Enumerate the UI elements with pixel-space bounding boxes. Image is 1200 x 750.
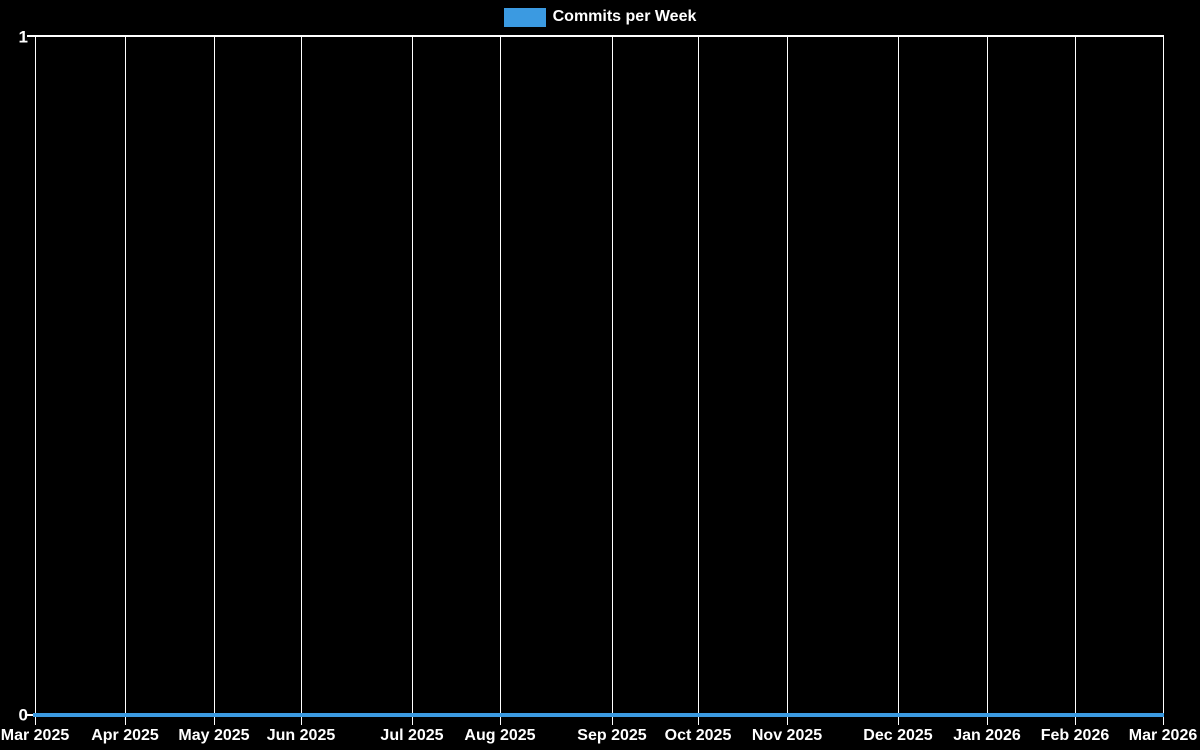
gridline	[214, 36, 215, 725]
x-tick-label: Mar 2026	[1128, 727, 1198, 744]
x-tick-label: Jan 2026	[953, 727, 1021, 744]
y-tick-min	[27, 714, 36, 716]
x-tick-label: Jul 2025	[380, 727, 444, 744]
gridline	[35, 36, 36, 725]
x-tick-label: Apr 2025	[91, 727, 159, 744]
gridline	[1075, 36, 1076, 725]
x-tick-label: Oct 2025	[664, 727, 732, 744]
gridline	[1163, 36, 1164, 725]
gridline	[500, 36, 501, 725]
gridline	[412, 36, 413, 725]
gridline	[987, 36, 988, 725]
x-tick-label: Mar 2025	[0, 727, 70, 744]
gridline	[698, 36, 699, 725]
series-line	[33, 713, 1164, 717]
x-tick-label: Dec 2025	[863, 727, 933, 744]
x-tick-label: Feb 2026	[1040, 727, 1110, 744]
y-axis-label-min: 0	[18, 705, 28, 725]
x-tick-label: Nov 2025	[751, 727, 823, 744]
gridline	[301, 36, 302, 725]
x-tick-label: Sep 2025	[577, 727, 647, 744]
chart-legend: Commits per Week	[0, 6, 1200, 28]
y-axis-label-max: 1	[18, 27, 28, 47]
x-tick-label: Aug 2025	[464, 727, 536, 744]
gridline	[612, 36, 613, 725]
x-tick-label: May 2025	[178, 727, 250, 744]
gridline	[898, 36, 899, 725]
top-gridline	[35, 35, 1164, 37]
y-tick-max	[27, 35, 36, 37]
legend-swatch	[503, 7, 546, 27]
gridline	[125, 36, 126, 725]
gridline	[787, 36, 788, 725]
legend-label: Commits per Week	[552, 8, 697, 25]
x-tick-label: Jun 2025	[266, 727, 336, 744]
